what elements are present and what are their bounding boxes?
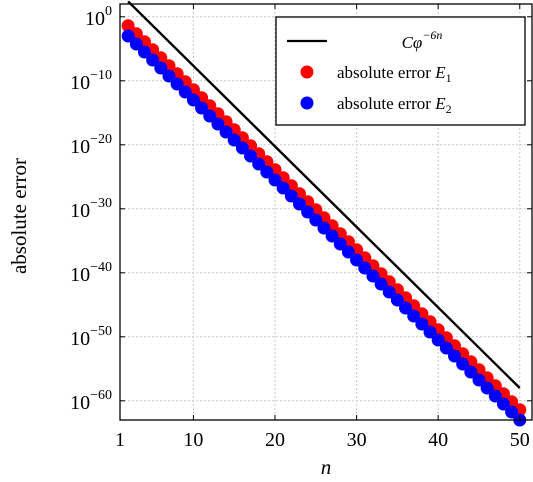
e2-marker xyxy=(333,237,347,251)
e2-marker xyxy=(496,397,510,411)
e2-marker xyxy=(390,293,404,307)
y-tick-label-exponent: −60 xyxy=(90,388,112,403)
plot-frame xyxy=(119,3,533,421)
legend-entry-e1-text: absolute error xyxy=(337,63,435,82)
e2-marker xyxy=(162,69,176,83)
y-tick-label-base: 10 xyxy=(70,392,90,414)
plot-area xyxy=(121,0,527,427)
legend: Cφ−6n absolute error E1 absolute error E… xyxy=(275,16,526,126)
e2-marker xyxy=(292,197,306,211)
e2-marker xyxy=(488,389,502,403)
y-tick-label-exponent: −10 xyxy=(90,68,112,83)
e2-marker xyxy=(439,341,453,355)
x-tick-label: 20 xyxy=(265,429,285,451)
e2-marker xyxy=(211,117,225,131)
e2-marker xyxy=(423,325,437,339)
legend-entry-e2: absolute error E2 xyxy=(337,94,452,116)
e2-marker xyxy=(480,381,494,395)
e2-marker xyxy=(399,301,413,315)
y-tick-label: 10−60 xyxy=(70,388,112,414)
e2-marker xyxy=(244,149,258,163)
y-tick-label-exponent: −20 xyxy=(90,132,112,147)
e2-marker xyxy=(186,93,200,107)
x-tick-label: 30 xyxy=(347,429,367,451)
y-axis-label: absolute error xyxy=(7,158,31,274)
e2-marker xyxy=(431,333,445,347)
x-axis-label: n xyxy=(321,455,332,479)
legend-entry-power-law-base: Cφ xyxy=(402,33,423,52)
e2-marker xyxy=(309,213,323,227)
x-tick-label: 50 xyxy=(510,429,530,451)
e2-marker xyxy=(146,53,160,67)
y-tick-label-exponent: 0 xyxy=(105,4,112,19)
e2-marker xyxy=(203,109,217,123)
e2-marker xyxy=(505,405,519,419)
y-tick-label-exponent: −50 xyxy=(90,324,112,339)
legend-entry-e1-var: E xyxy=(434,63,446,82)
e2-marker xyxy=(447,349,461,363)
legend-swatch-e1 xyxy=(300,65,314,79)
y-tick-label-exponent: −40 xyxy=(90,260,112,275)
e2-marker xyxy=(407,309,421,323)
e2-marker xyxy=(464,365,478,379)
x-tick-label: 10 xyxy=(183,429,203,451)
e2-marker xyxy=(341,245,355,259)
e2-marker xyxy=(366,269,380,283)
e2-marker xyxy=(219,125,233,139)
legend-entry-e2-text: absolute error xyxy=(337,94,435,113)
e2-marker xyxy=(374,277,388,291)
y-tick-label: 10−20 xyxy=(70,132,112,158)
y-tick-label: 100 xyxy=(85,4,112,30)
y-tick-label-base: 10 xyxy=(70,264,90,286)
e2-marker xyxy=(415,317,429,331)
e2-marker xyxy=(170,77,184,91)
e2-marker xyxy=(325,229,339,243)
y-tick-label-base: 10 xyxy=(70,136,90,158)
e2-marker xyxy=(456,357,470,371)
e2-marker xyxy=(121,29,135,43)
legend-entry-e1-sub: 1 xyxy=(446,71,452,85)
power-law-line xyxy=(127,0,521,389)
legend-entry-power-law-exponent: −6n xyxy=(422,28,442,42)
legend-entry-e2-sub: 2 xyxy=(446,102,452,116)
e2-marker xyxy=(350,253,364,267)
e2-marker xyxy=(358,261,372,275)
e2-marker xyxy=(260,165,274,179)
y-tick-label: 10−40 xyxy=(70,260,112,286)
x-tick-label: 1 xyxy=(115,429,125,451)
e2-marker xyxy=(227,133,241,147)
e2-marker xyxy=(472,373,486,387)
e2-marker xyxy=(195,101,209,115)
y-tick-label-base: 10 xyxy=(85,8,105,30)
e2-marker xyxy=(252,157,266,171)
e2-marker xyxy=(129,37,143,51)
legend-entry-power-law: Cφ−6n xyxy=(402,28,443,52)
y-tick-label-base: 10 xyxy=(70,200,90,222)
y-tick-label-base: 10 xyxy=(70,328,90,350)
y-tick-label: 10−50 xyxy=(70,324,112,350)
e2-marker xyxy=(268,173,282,187)
e2-marker xyxy=(301,205,315,219)
e2-marker xyxy=(154,61,168,75)
e1-marker xyxy=(121,19,135,33)
e2-marker xyxy=(276,181,290,195)
x-tick-label: 40 xyxy=(428,429,448,451)
legend-entry-e1: absolute error E1 xyxy=(337,63,452,85)
y-tick-label-base: 10 xyxy=(70,72,90,94)
e2-marker xyxy=(284,189,298,203)
legend-entry-e2-var: E xyxy=(434,94,446,113)
axis-ticks: 1 10 20 30 40 5010010−1010−2010−3010−4010−501… xyxy=(70,4,532,451)
e2-marker xyxy=(382,285,396,299)
legend-box xyxy=(275,16,526,126)
e2-marker xyxy=(317,221,331,235)
e2-marker xyxy=(178,85,192,99)
y-tick-label: 10−30 xyxy=(70,196,112,222)
y-tick-label-exponent: −30 xyxy=(90,196,112,211)
legend-swatch-e2 xyxy=(300,96,314,110)
y-tick-label: 10−10 xyxy=(70,68,112,94)
e2-marker xyxy=(235,141,249,155)
e2-marker xyxy=(137,45,151,59)
